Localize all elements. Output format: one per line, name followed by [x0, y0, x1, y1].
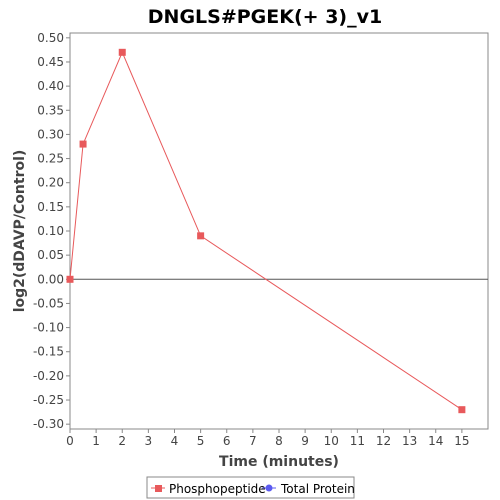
x-axis: 0 1 2 3 4 5 6 7 8 9 10 11 12 13 14 15	[66, 429, 470, 448]
x-tick-label: 11	[350, 434, 365, 448]
data-point	[118, 48, 126, 56]
y-tick-label: 0.00	[37, 272, 64, 286]
x-tick-label: 9	[301, 434, 309, 448]
y-tick-label: 0.45	[37, 55, 64, 69]
data-point	[458, 406, 466, 414]
data-point	[79, 140, 87, 148]
legend: Phosphopeptide Total Protein	[146, 476, 355, 499]
legend-label-phosphopeptide: Phosphopeptide	[169, 482, 266, 496]
chart-title: DNGLS#PGEK(+ 3)_v1	[148, 6, 382, 28]
y-tick-label: 0.15	[37, 200, 64, 214]
legend-marker-phosphopeptide	[155, 485, 162, 492]
x-tick-label: 1	[92, 434, 100, 448]
y-tick-label: 0.05	[37, 248, 64, 262]
x-tick-label: 13	[402, 434, 417, 448]
data-point	[197, 232, 205, 240]
x-tick-label: 0	[66, 434, 74, 448]
legend-frame	[146, 476, 355, 499]
y-tick-label: -0.25	[33, 393, 64, 407]
data-point	[66, 275, 74, 283]
x-tick-label: 15	[454, 434, 469, 448]
y-tick-label: -0.15	[33, 345, 64, 359]
y-axis-title: log2(dDAVP/Control)	[12, 150, 28, 313]
y-tick-label: -0.10	[33, 321, 64, 335]
y-axis: 0.50 0.45 0.40 0.35 0.30 0.25 0.20 0.15 0.10 0.05…	[33, 31, 70, 431]
plot-frame	[69, 32, 489, 430]
y-tick-label: -0.05	[33, 296, 64, 310]
series-layer	[66, 48, 466, 414]
y-tick-label: 0.25	[37, 152, 64, 166]
x-tick-label: 10	[324, 434, 339, 448]
y-tick-label: -0.30	[33, 417, 64, 431]
legend-label-total-protein: Total Protein	[280, 482, 355, 496]
y-tick-label: 0.30	[37, 127, 64, 141]
y-tick-label: 0.50	[37, 31, 64, 45]
x-tick-label: 6	[223, 434, 231, 448]
x-tick-label: 14	[428, 434, 443, 448]
x-tick-label: 2	[118, 434, 126, 448]
x-tick-label: 7	[249, 434, 257, 448]
x-tick-label: 5	[197, 434, 205, 448]
y-tick-label: -0.20	[33, 369, 64, 383]
x-tick-label: 3	[145, 434, 153, 448]
y-tick-label: 0.40	[37, 79, 64, 93]
y-tick-label: 0.35	[37, 103, 64, 117]
x-tick-label: 12	[376, 434, 391, 448]
x-axis-title: Time (minutes)	[219, 454, 339, 470]
x-tick-label: 8	[275, 434, 283, 448]
y-tick-label: 0.10	[37, 224, 64, 238]
x-tick-label: 4	[171, 434, 179, 448]
y-tick-label: 0.20	[37, 176, 64, 190]
legend-marker-total-protein	[265, 484, 273, 492]
